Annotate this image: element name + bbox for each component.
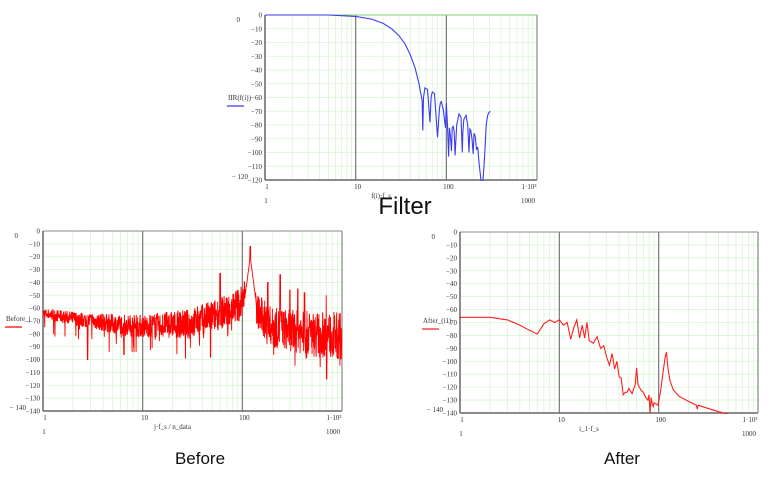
x-tick-label: 100 <box>443 183 454 191</box>
data-line <box>265 14 491 181</box>
x-tick-label: 10 <box>558 416 566 424</box>
y-tick-label: −40 <box>29 279 40 287</box>
x-tick-label: 100 <box>655 416 666 424</box>
x-range-right: 1000 <box>521 197 536 205</box>
y-tick-label: −70 <box>29 318 40 326</box>
y-range-bottom: − 120 <box>232 173 249 181</box>
y-tick-label: −10 <box>446 241 457 249</box>
y-tick-label: −100 <box>443 358 458 366</box>
y-range-top: 0 <box>237 16 241 24</box>
x-tick-label: 1 <box>43 414 47 422</box>
grid <box>460 231 758 414</box>
y-tick-label: −130 <box>26 395 41 403</box>
x-range-right: 1000 <box>742 430 757 438</box>
y-tick-label: −140 <box>443 410 458 418</box>
y-tick-label: −50 <box>29 292 40 300</box>
y-tick-label: −130 <box>443 397 458 405</box>
y-tick-label: −90 <box>251 135 262 143</box>
x-tick-label: 100 <box>239 414 250 422</box>
x-axis-label: i_1·f_s <box>579 425 599 433</box>
y-tick-label: −90 <box>446 345 457 353</box>
x-range-left: 1 <box>264 197 268 205</box>
y-range-top: 0 <box>432 233 436 241</box>
y-tick-label: −60 <box>29 305 40 313</box>
y-tick-label: −10 <box>251 25 262 33</box>
x-tick-label: 1·10³ <box>743 416 758 424</box>
y-tick-label: −30 <box>446 267 457 275</box>
y-range-bottom: − 140 <box>10 404 27 412</box>
data-line <box>460 316 729 414</box>
x-tick-label: 1 <box>265 183 269 191</box>
y-range-top: 0 <box>15 232 19 240</box>
legend-label: Before_j <box>6 315 31 323</box>
x-tick-label: 1 <box>460 416 464 424</box>
y-tick-label: 0 <box>37 228 41 236</box>
y-tick-label: −90 <box>29 343 40 351</box>
y-tick-label: 0 <box>259 12 263 20</box>
y-tick-label: −20 <box>446 254 457 262</box>
y-tick-label: −80 <box>446 332 457 340</box>
y-tick-label: 0 <box>454 229 458 237</box>
y-tick-label: −110 <box>248 163 263 171</box>
x-tick-label: 1·10³ <box>327 414 342 422</box>
x-tick-label: 10 <box>354 183 362 191</box>
y-tick-label: −40 <box>446 280 457 288</box>
y-tick-label: −70 <box>251 108 262 116</box>
y-tick-label: −80 <box>29 330 40 338</box>
grid <box>265 14 537 181</box>
before-caption: Before <box>174 449 226 468</box>
y-tick-label: −140 <box>26 408 41 416</box>
y-tick-label: −60 <box>251 94 262 102</box>
y-tick-label: −80 <box>251 122 262 130</box>
y-tick-label: −50 <box>446 293 457 301</box>
legend-label: After_(i1) <box>423 317 452 325</box>
y-tick-label: −30 <box>29 266 40 274</box>
filter-caption: Filter <box>378 193 432 220</box>
legend-label: IIR(f(i)) <box>228 94 252 102</box>
y-tick-label: −100 <box>248 149 263 157</box>
x-range-left: 1 <box>42 428 46 436</box>
y-tick-label: −70 <box>446 319 457 327</box>
x-tick-label: 1·10³ <box>522 183 537 191</box>
y-tick-label: −110 <box>443 371 458 379</box>
x-tick-label: 10 <box>141 414 149 422</box>
y-tick-label: −100 <box>26 356 41 364</box>
x-axis-label: f(i)·f_s <box>371 192 391 200</box>
y-range-bottom: − 140 <box>427 406 444 414</box>
y-tick-label: −50 <box>251 80 262 88</box>
x-range-right: 1000 <box>326 428 341 436</box>
after-caption: After <box>604 449 640 468</box>
y-tick-label: −20 <box>29 253 40 261</box>
y-tick-label: −120 <box>248 177 263 185</box>
x-range-left: 1 <box>459 430 463 438</box>
x-axis-label: j·f_s / n_data <box>153 423 192 431</box>
y-tick-label: −120 <box>26 382 41 390</box>
y-tick-label: −30 <box>251 53 262 61</box>
y-tick-label: −40 <box>251 67 262 75</box>
y-tick-label: −110 <box>26 369 41 377</box>
y-tick-label: −20 <box>251 39 262 47</box>
y-tick-label: −60 <box>446 306 457 314</box>
y-tick-label: −10 <box>29 240 40 248</box>
data-line <box>43 245 342 380</box>
y-tick-label: −120 <box>443 384 458 392</box>
